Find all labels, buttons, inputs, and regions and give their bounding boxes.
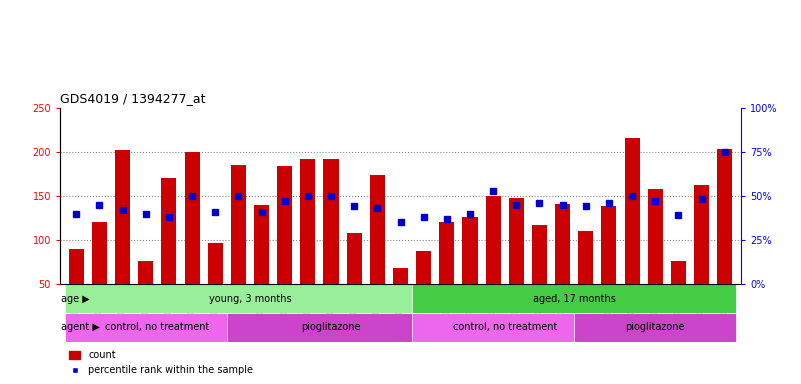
Bar: [555, 204, 570, 284]
Bar: [509, 198, 524, 284]
Bar: [439, 222, 454, 284]
Bar: [694, 185, 709, 284]
Bar: [139, 261, 153, 284]
Bar: [370, 175, 384, 284]
Bar: [393, 268, 408, 284]
Bar: [412, 284, 736, 313]
Bar: [625, 139, 640, 284]
Text: GDS4019 / 1394277_at: GDS4019 / 1394277_at: [60, 92, 206, 105]
Bar: [65, 284, 435, 313]
Bar: [115, 150, 130, 284]
Bar: [532, 225, 547, 284]
Bar: [462, 217, 477, 284]
Bar: [574, 313, 736, 342]
Bar: [207, 243, 223, 284]
Bar: [648, 189, 662, 284]
Bar: [300, 159, 316, 284]
Legend: count, percentile rank within the sample: count, percentile rank within the sample: [65, 346, 257, 379]
Bar: [324, 159, 339, 284]
Text: age ▶: age ▶: [61, 293, 89, 304]
Text: pioglitazone: pioglitazone: [626, 322, 685, 333]
Text: pioglitazone: pioglitazone: [301, 322, 360, 333]
Bar: [578, 231, 594, 284]
Bar: [184, 152, 199, 284]
Bar: [227, 313, 435, 342]
Text: control, no treatment: control, no treatment: [105, 322, 210, 333]
Bar: [485, 196, 501, 284]
Bar: [717, 149, 732, 284]
Bar: [231, 165, 246, 284]
Bar: [65, 313, 250, 342]
Bar: [254, 205, 269, 284]
Bar: [412, 313, 598, 342]
Bar: [161, 178, 176, 284]
Bar: [671, 261, 686, 284]
Bar: [69, 249, 84, 284]
Bar: [417, 252, 431, 284]
Text: young, 3 months: young, 3 months: [208, 293, 292, 304]
Bar: [347, 233, 362, 284]
Text: aged, 17 months: aged, 17 months: [533, 293, 616, 304]
Text: agent ▶: agent ▶: [61, 322, 99, 333]
Bar: [92, 222, 107, 284]
Bar: [277, 166, 292, 284]
Text: control, no treatment: control, no treatment: [453, 322, 557, 333]
Bar: [602, 207, 617, 284]
